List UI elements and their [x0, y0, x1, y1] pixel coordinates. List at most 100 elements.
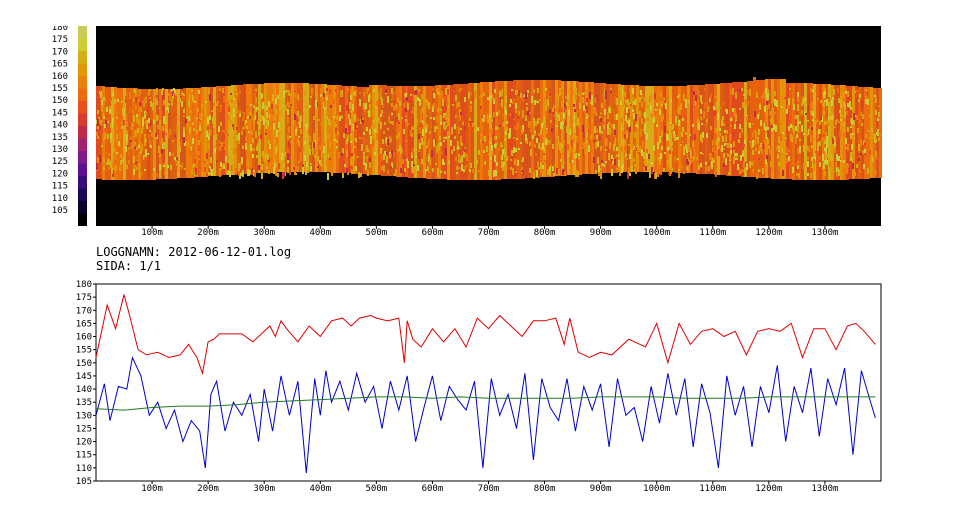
heatmap-cell: [368, 95, 370, 102]
heatmap-cell: [646, 133, 648, 140]
heatmap-cell: [696, 157, 698, 160]
plot-frame: [95, 283, 882, 482]
heatmap-cell: [853, 113, 855, 120]
heatmap-cell: [251, 168, 253, 175]
heatmap-column: [588, 82, 591, 174]
heatmap-column: [855, 86, 858, 179]
heatmap-cell: [607, 112, 609, 119]
heatmap-cell: [106, 107, 108, 112]
heatmap-cell: [363, 103, 365, 109]
heatmap-cell: [126, 130, 128, 137]
heatmap-cell: [606, 107, 608, 114]
heatmap-cell: [782, 125, 784, 131]
heatmap-cell: [597, 157, 599, 164]
heatmap-cell: [627, 99, 629, 106]
heatmap-cell: [459, 115, 461, 121]
heatmap-cell: [767, 127, 769, 130]
heatmap-cell: [790, 134, 792, 139]
x-tick-label: 900m: [590, 484, 612, 494]
heatmap-cell: [576, 136, 578, 142]
heatmap-cell: [134, 130, 136, 135]
heatmap-cell: [337, 147, 339, 154]
heatmap-cell: [683, 94, 685, 101]
heatmap-cell: [456, 172, 458, 174]
heatmap-cell: [580, 165, 582, 171]
heatmap-cell: [324, 105, 326, 110]
colorbar-label: 170: [52, 47, 68, 57]
heatmap-cell: [369, 129, 371, 131]
heatmap-cell: [353, 166, 355, 173]
heatmap-cell: [543, 117, 545, 124]
heatmap-cell: [149, 89, 151, 91]
heatmap-cell: [509, 134, 511, 138]
heatmap-cell: [287, 117, 289, 123]
heatmap-cell: [739, 89, 741, 92]
heatmap-cell: [857, 128, 859, 133]
heatmap-cell: [654, 93, 656, 99]
heatmap-cell: [106, 162, 108, 165]
heatmap-cell: [216, 103, 218, 106]
heatmap-cell: [130, 137, 132, 140]
heatmap-cell: [712, 140, 714, 146]
heatmap-cell: [366, 157, 368, 162]
heatmap-cell: [156, 100, 158, 105]
heatmap-cell: [575, 94, 577, 100]
heatmap-cell: [845, 147, 847, 149]
heatmap-cell: [204, 167, 206, 172]
heatmap-cell: [846, 111, 848, 115]
heatmap-cell: [464, 126, 466, 130]
heatmap-cell: [233, 134, 235, 137]
heatmap-cell: [326, 97, 328, 100]
heatmap-column: [300, 83, 303, 172]
heatmap-cell: [806, 131, 808, 133]
colorbar-swatch: [78, 213, 87, 226]
heatmap-cell: [147, 153, 149, 155]
heatmap-cell: [290, 141, 292, 143]
heatmap-cell: [760, 143, 762, 149]
heatmap-column: [627, 85, 630, 172]
heatmap-cell: [633, 113, 635, 119]
heatmap-cell: [435, 163, 437, 165]
heatmap-cell: [797, 122, 799, 124]
heatmap-cell: [710, 153, 712, 158]
heatmap-cell: [662, 97, 664, 104]
heatmap-cell: [755, 148, 757, 151]
heatmap-cell: [867, 99, 869, 105]
heatmap-cell: [350, 95, 352, 100]
heatmap-cell: [824, 140, 826, 144]
heatmap-cell: [807, 156, 809, 160]
heatmap-cell: [317, 156, 319, 161]
heatmap-cell: [468, 92, 470, 99]
heatmap-cell: [692, 141, 694, 148]
heatmap-cell: [373, 118, 375, 124]
heatmap-cell: [780, 151, 782, 156]
heatmap-column: [435, 85, 438, 179]
heatmap-column: [372, 85, 375, 175]
heatmap-cell: [300, 152, 302, 158]
y-tick-label: 145: [76, 372, 92, 382]
heatmap-cell: [588, 145, 590, 152]
heatmap-cell: [708, 163, 710, 168]
heatmap-cell: [736, 121, 738, 124]
heatmap-cell: [208, 133, 210, 140]
heatmap-column: [339, 85, 342, 173]
heatmap-cell: [342, 148, 344, 154]
heatmap-cell: [205, 164, 207, 167]
heatmap-column: [702, 85, 705, 174]
heatmap-cell: [387, 170, 389, 174]
heatmap-cell: [312, 148, 314, 155]
heatmap-cell: [441, 91, 443, 93]
heatmap-cell: [587, 124, 589, 128]
heatmap-cell: [139, 171, 141, 178]
heatmap-cell: [256, 107, 258, 110]
heatmap-cell: [197, 132, 199, 134]
heatmap-cell: [266, 112, 268, 118]
heatmap-column: [303, 83, 306, 172]
heatmap-cell: [621, 146, 623, 152]
heatmap-cell: [351, 125, 353, 131]
heatmap-cell: [390, 154, 392, 157]
heatmap-cell: [788, 98, 790, 105]
heatmap-cell: [834, 137, 836, 143]
heatmap-cell: [246, 106, 248, 108]
heatmap-cell: [712, 147, 714, 152]
